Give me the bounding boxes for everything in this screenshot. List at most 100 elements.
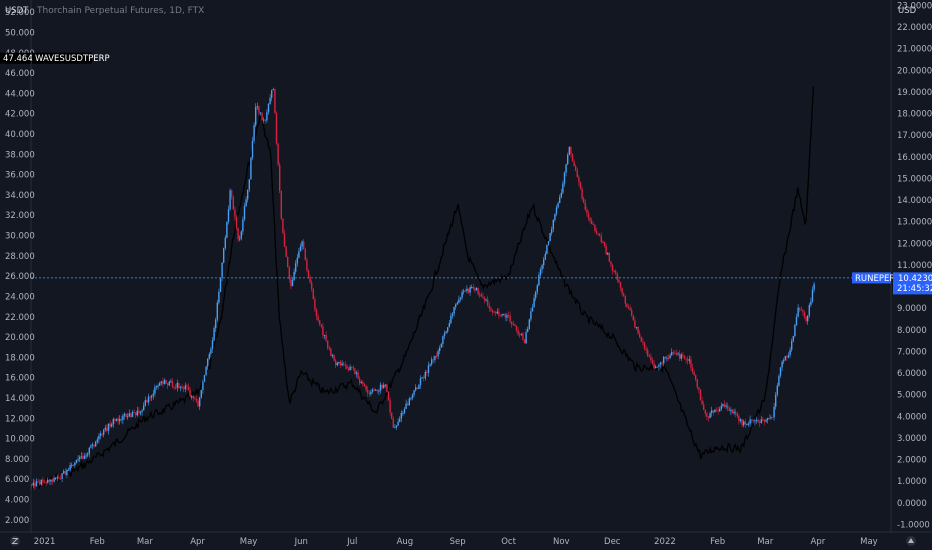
- right-value-tag-bg: [893, 272, 932, 295]
- candle-body: [419, 378, 422, 385]
- candle-body: [813, 283, 815, 290]
- candle-body: [800, 309, 802, 311]
- candle-body: [424, 372, 426, 379]
- candle-body: [147, 396, 150, 403]
- candle-body: [498, 311, 500, 316]
- candle-body: [531, 307, 534, 312]
- candle-body: [279, 164, 281, 191]
- candle-body: [243, 206, 246, 220]
- candle-body: [333, 355, 335, 361]
- candle-body: [730, 409, 732, 412]
- candle-body: [240, 231, 242, 239]
- candle-body: [37, 481, 39, 483]
- candle-body: [517, 330, 519, 335]
- candle-body: [79, 457, 81, 460]
- candle-body: [109, 423, 111, 427]
- candle-body: [610, 261, 612, 265]
- candle-body: [511, 321, 513, 325]
- candle-body: [695, 375, 697, 380]
- candle-body: [157, 385, 159, 387]
- candle-body: [571, 153, 574, 162]
- candle-body: [93, 444, 95, 447]
- candle-body: [584, 202, 586, 210]
- left-price-scale[interactable]: 2.000 4.000 6.000 8.000 10.000 12.000 14.000 16…: [5, 8, 35, 526]
- candle-body: [602, 242, 604, 243]
- candle-body: [560, 192, 562, 198]
- candle-body: [711, 410, 713, 413]
- candle-body: [235, 216, 238, 228]
- candle-body: [162, 381, 164, 385]
- candle-body: [287, 256, 289, 267]
- candle-body: [135, 412, 137, 416]
- candle-body: [459, 297, 462, 300]
- candle-body: [568, 146, 570, 156]
- candle-body: [530, 311, 532, 320]
- candle-body: [485, 299, 487, 301]
- candle-body: [808, 304, 810, 316]
- candle-body: [496, 311, 498, 314]
- settings-icon[interactable]: [906, 536, 916, 546]
- candle-body: [87, 453, 89, 456]
- candle-body: [731, 409, 734, 414]
- candle-body: [431, 359, 433, 365]
- candle-body: [354, 368, 356, 374]
- candle-body: [213, 328, 215, 341]
- candle-body: [197, 400, 199, 407]
- candle-body: [171, 381, 174, 387]
- candle-body: [42, 479, 44, 483]
- candle-body: [443, 333, 446, 337]
- plot-area[interactable]: [30, 86, 815, 491]
- candle-body: [160, 381, 162, 384]
- candle-body: [48, 479, 50, 482]
- candle-body: [168, 381, 170, 386]
- candle-body: [211, 340, 214, 350]
- candle-body: [784, 356, 786, 361]
- candle-body: [320, 324, 322, 327]
- candle-body: [447, 327, 449, 332]
- candle-body: [322, 326, 324, 336]
- candle-body: [35, 481, 38, 487]
- candle-body: [791, 341, 793, 350]
- candle-body: [227, 209, 230, 222]
- candle-body: [61, 473, 63, 479]
- tradingview-logo-icon[interactable]: [10, 536, 20, 546]
- candle-body: [707, 416, 710, 418]
- candle-body: [301, 241, 303, 247]
- left-tick-label: 50.000: [5, 28, 35, 38]
- candle-body: [34, 482, 36, 487]
- candle-body: [205, 366, 207, 376]
- candle-body: [437, 351, 439, 357]
- candle-body: [805, 316, 807, 321]
- candle-body: [720, 405, 722, 409]
- candle-body: [231, 190, 233, 197]
- candle-body: [752, 419, 754, 422]
- candle-body: [597, 233, 599, 235]
- candle-body: [336, 362, 338, 366]
- candle-body: [442, 336, 444, 344]
- candle-body: [519, 334, 521, 336]
- candle-body: [344, 364, 346, 366]
- candle-body: [234, 209, 236, 217]
- candle-body: [727, 405, 729, 409]
- candle-body: [779, 367, 782, 376]
- candle-body: [74, 462, 76, 466]
- candle-body: [467, 288, 470, 293]
- right-price-scale[interactable]: -1.0000 0.0000 1.0000 2.0000 3.0000 4.0000 5.0…: [897, 1, 932, 530]
- candle-body: [736, 413, 738, 417]
- candle-body: [314, 299, 316, 310]
- right-tick-label: 8.0000: [897, 326, 927, 336]
- candle-body: [339, 362, 342, 366]
- time-scale[interactable]: 2021 Feb Mar Apr May Jun Jul Aug Sep Oct Nov Dec 202…: [34, 537, 878, 547]
- candle-body: [346, 365, 348, 369]
- candle-body: [616, 273, 618, 280]
- candle-body: [747, 423, 750, 425]
- left-tick-label: 44.000: [5, 89, 35, 99]
- candle-body: [75, 459, 78, 463]
- candle-body: [607, 252, 609, 255]
- candle-body: [219, 277, 222, 292]
- candle-body: [626, 303, 628, 307]
- left-axis-unit: USDT: [5, 6, 29, 16]
- candle-body: [307, 270, 310, 278]
- candle-body: [552, 219, 554, 230]
